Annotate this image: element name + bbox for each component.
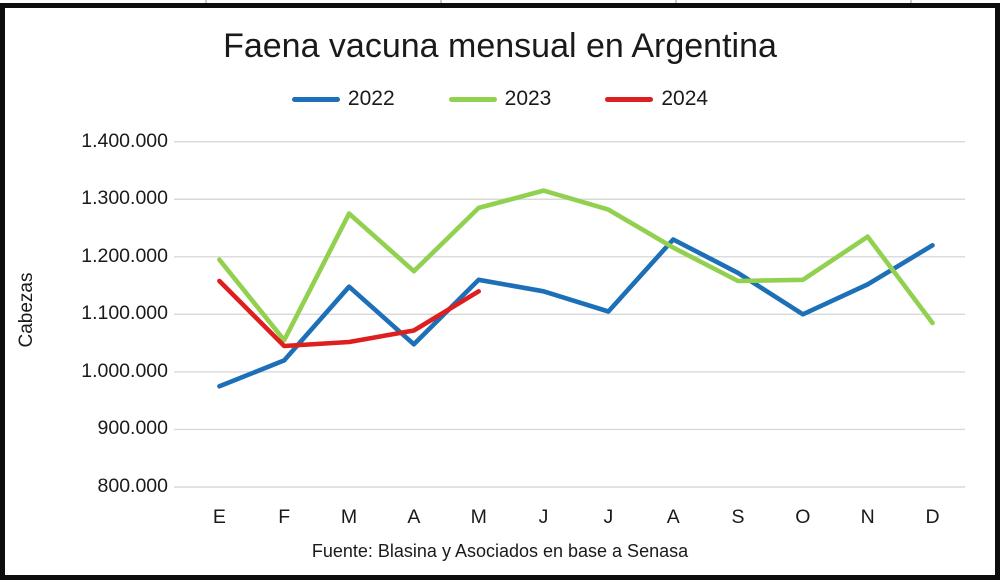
x-tick-label: J [603,506,614,528]
x-tick-label: O [795,506,811,528]
legend-label: 2024 [661,87,709,110]
x-tick-label: M [340,506,358,528]
series-line-2022 [217,237,935,389]
y-tick-label: 1.400.000 [81,129,168,152]
legend-item-2024: 2024 [605,87,708,111]
chart-legend: 2022 2023 2024 [0,87,1000,111]
legend-item-2023: 2023 [448,87,552,111]
legend-item-2022: 2022 [291,87,395,111]
x-tick-label: N [860,506,875,528]
legend-label: 2022 [347,87,395,110]
y-tick-label: 1.100.000 [81,302,168,325]
x-tick-label: F [278,506,291,528]
source-note: Fuente: Blasina y Asociados en base a Se… [311,541,689,561]
x-tick-label: E [212,506,226,528]
x-tick-label: A [666,506,680,528]
legend-swatch-icon [291,96,340,102]
x-tick-label: D [925,506,940,528]
legend-swatch-icon [448,96,497,102]
worksheet-cell-border [440,0,442,3]
worksheet-gridline-strip [0,0,1000,3]
series-line-2024 [217,278,482,349]
y-tick-label: 800.000 [97,475,169,497]
x-tick-label: M [470,506,487,528]
x-tick-label: A [407,506,421,528]
worksheet-cell-border [675,0,677,3]
legend-swatch-icon [605,96,654,102]
y-tick-label: 1.000.000 [81,359,168,382]
y-axis-title: Cabezas [16,272,37,348]
worksheet-cell-border [205,0,207,3]
y-tick-label: 1.200.000 [81,244,168,267]
series-line-2023 [217,188,935,343]
x-tick-label: S [731,506,745,528]
y-tick-label: 1.300.000 [81,187,168,210]
worksheet-cell-border [910,0,912,3]
legend-label: 2023 [504,87,552,110]
y-tick-label: 900.000 [97,417,169,440]
chart-title: Faena vacuna mensual en Argentina [223,27,777,65]
x-tick-label: J [538,506,549,528]
